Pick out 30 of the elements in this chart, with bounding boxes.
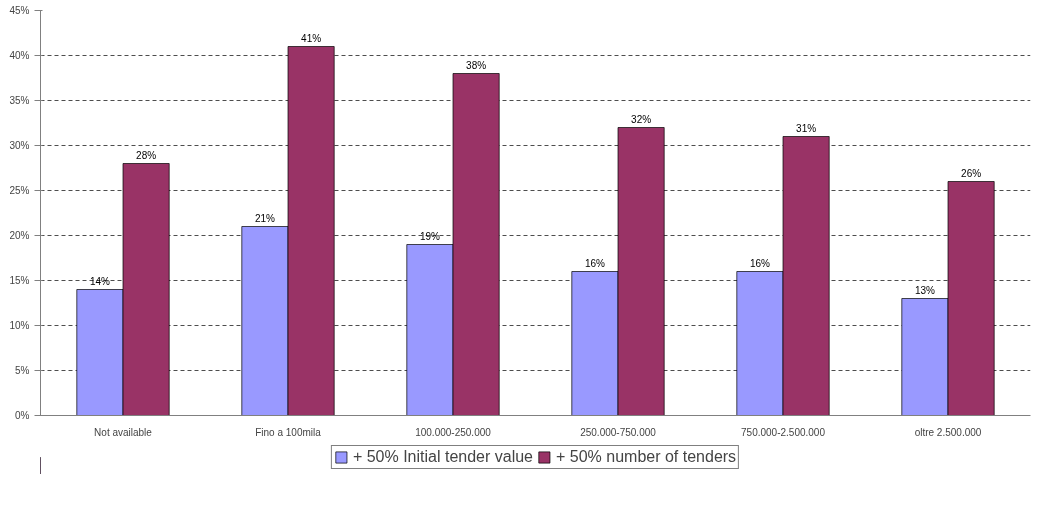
y-tick-label: 15%	[9, 275, 30, 286]
y-tick-label: 0%	[15, 410, 30, 421]
y-tick-label: 20%	[9, 230, 30, 241]
data-label: 26%	[961, 167, 982, 179]
data-label: 21%	[254, 212, 276, 224]
y-tick-label: 45%	[9, 5, 30, 16]
data-label: 16%	[584, 257, 606, 269]
data-label: 19%	[419, 230, 441, 242]
data-label: 41%	[301, 32, 322, 44]
x-tick-label: Fino a 100mila	[255, 426, 322, 438]
x-tick-label: Not available	[94, 426, 153, 438]
data-label: 28%	[136, 149, 157, 161]
y-tick-label: 40%	[9, 50, 30, 61]
y-tick-label: 35%	[9, 95, 30, 106]
legend-label: + 50% number of tenders	[556, 448, 737, 466]
x-tick-label: oltre 2.500.000	[914, 426, 982, 438]
y-tick-label: 25%	[9, 185, 30, 196]
x-tick-label: 250.000-750.000	[580, 426, 657, 438]
data-label: 14%	[89, 275, 111, 287]
y-tick-label: 30%	[9, 140, 30, 151]
data-label: 32%	[631, 113, 652, 125]
data-label: 13%	[914, 284, 936, 296]
x-tick-label: 750.000-2.500.000	[741, 426, 826, 438]
data-label: 38%	[466, 59, 487, 71]
x-tick-label: 100.000-250.000	[415, 426, 492, 438]
y-tick-label: 10%	[9, 320, 30, 331]
data-label: 16%	[749, 257, 771, 269]
data-label: 31%	[796, 122, 817, 134]
y-tick-label: 5%	[15, 365, 30, 376]
legend-label: + 50% Initial tender value	[352, 448, 534, 466]
